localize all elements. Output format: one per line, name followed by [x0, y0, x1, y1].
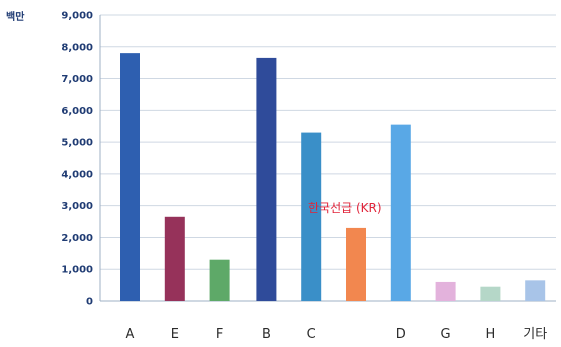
y-tick-label: 0 [86, 297, 93, 308]
x-category-label: E [171, 327, 179, 342]
x-category-label: H [486, 327, 496, 342]
y-tick-label: 1,000 [61, 265, 93, 276]
bar [390, 124, 411, 301]
x-axis-labels: A E F B C D G H 기타 [126, 327, 548, 342]
bar [209, 259, 230, 301]
bar [346, 227, 366, 301]
bar [256, 57, 277, 302]
x-category-label: A [126, 327, 135, 342]
bar [525, 280, 546, 301]
x-category-label: F [216, 327, 223, 342]
bar [164, 216, 185, 301]
x-category-label: D [396, 327, 406, 342]
x-category-label: 기타 [523, 327, 547, 342]
x-category-label: G [441, 327, 451, 342]
y-tick-label: 2,000 [61, 233, 93, 244]
x-category-label: C [307, 327, 316, 342]
y-axis-ticks: 0 1,000 2,000 3,000 4,000 5,000 6,000 7,000 8,00… [61, 11, 93, 308]
y-tick-label: 3,000 [61, 201, 93, 212]
bar [301, 132, 322, 301]
y-tick-label: 7,000 [61, 74, 93, 85]
y-tick-label: 5,000 [61, 138, 93, 149]
bar [120, 53, 140, 302]
y-tick-label: 8,000 [61, 42, 93, 53]
bar [480, 286, 501, 301]
x-category-label: B [262, 327, 271, 342]
y-tick-label: 4,000 [61, 169, 93, 180]
y-axis-unit-label: 백만 [6, 10, 25, 23]
bars [120, 53, 546, 302]
y-tick-label: 6,000 [61, 106, 93, 117]
y-tick-label: 9,000 [61, 11, 93, 22]
annotation-label: 한국선급 (KR) [308, 201, 382, 215]
bar [435, 281, 456, 301]
